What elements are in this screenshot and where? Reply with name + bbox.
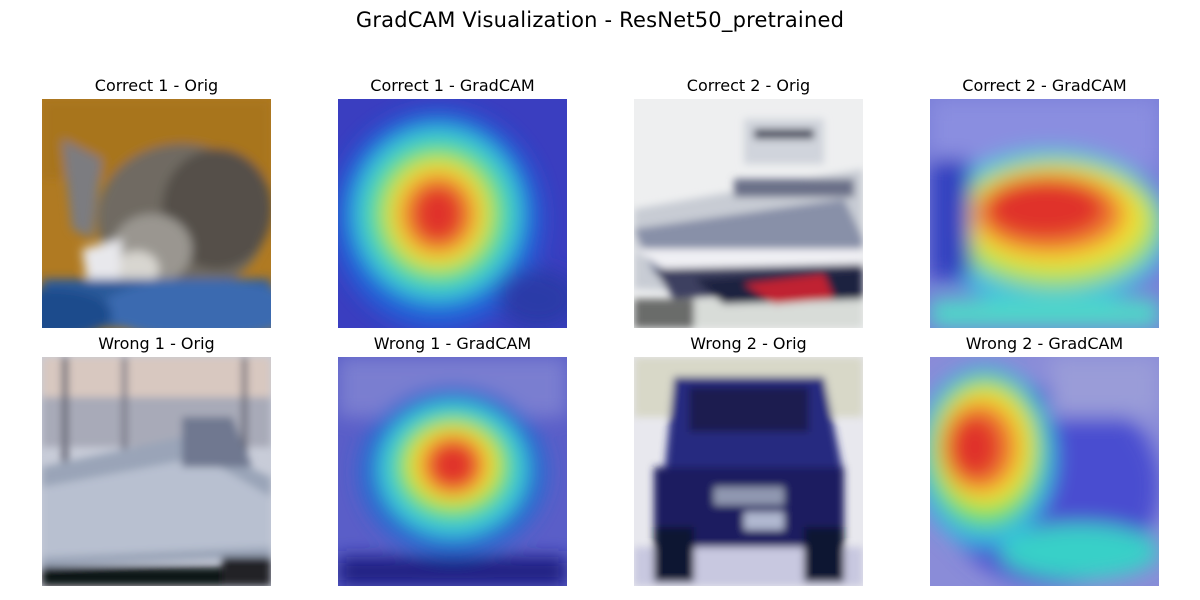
cat-image	[42, 99, 271, 328]
figure-title: GradCAM Visualization - ResNet50_pretrai…	[355, 8, 845, 32]
cat-gradcam-heatmap	[338, 99, 567, 328]
ship-image	[634, 99, 863, 328]
panel-title: Correct 2 - Orig	[686, 76, 811, 95]
boat-image	[42, 357, 271, 586]
panel-title: Wrong 1 - GradCAM	[373, 334, 532, 353]
panel-title: Correct 2 - GradCAM	[962, 76, 1127, 95]
truck-gradcam-heatmap	[930, 357, 1159, 586]
boat-gradcam-heatmap	[338, 357, 567, 586]
panel-title: Wrong 1 - Orig	[98, 334, 215, 353]
panel-title: Wrong 2 - GradCAM	[965, 334, 1124, 353]
ship-gradcam-heatmap	[930, 99, 1159, 328]
panel-title: Correct 1 - GradCAM	[370, 76, 535, 95]
truck-image	[634, 357, 863, 586]
panel-title: Wrong 2 - Orig	[690, 334, 807, 353]
panel-title: Correct 1 - Orig	[94, 76, 219, 95]
